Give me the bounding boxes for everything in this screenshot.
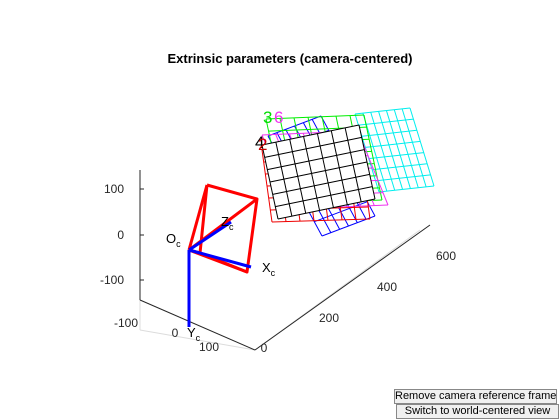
left-tick-label: -100 bbox=[114, 316, 138, 330]
board-grid-line bbox=[385, 110, 411, 189]
calibration-boards bbox=[261, 107, 435, 237]
board-grid-line bbox=[264, 136, 362, 158]
board-grid-line bbox=[277, 198, 376, 220]
right-axis: 0 200 400 600 bbox=[261, 249, 457, 355]
board-grid-line bbox=[370, 112, 396, 191]
board-grid-line bbox=[378, 111, 404, 190]
board-grid-line bbox=[375, 174, 431, 182]
left-tick-label: 100 bbox=[199, 340, 219, 354]
origin-label: Oc bbox=[166, 231, 181, 249]
figure-title: Extrinsic parameters (camera-centered) bbox=[168, 51, 413, 66]
board-grid-line bbox=[272, 173, 370, 195]
right-tick-label: 200 bbox=[319, 311, 339, 325]
remove-camera-frame-button[interactable]: Remove camera reference frame bbox=[394, 389, 557, 404]
vertical-tick-label: 100 bbox=[104, 182, 124, 196]
board-number-labels: 3 6 4 2 bbox=[255, 108, 283, 154]
board-number-label: 2 bbox=[258, 135, 267, 154]
vertical-tick-label: 0 bbox=[117, 228, 124, 242]
switch-world-view-button[interactable]: Switch to world-centered view bbox=[396, 404, 559, 419]
board-grid-line bbox=[275, 186, 373, 208]
board-grid-line bbox=[365, 140, 421, 148]
board-grid-line bbox=[271, 218, 371, 223]
left-axis: -100 0 100 bbox=[114, 316, 219, 354]
board-number-label: 6 bbox=[274, 108, 283, 127]
board-grid-line bbox=[372, 163, 428, 171]
right-tick-label: 0 bbox=[261, 341, 268, 355]
left-axis-line bbox=[139, 299, 256, 351]
board-grid-line bbox=[267, 115, 322, 137]
board-grid-line bbox=[393, 109, 419, 188]
camera-z-axis bbox=[188, 220, 232, 252]
camera-x-axis bbox=[188, 248, 252, 269]
left-tick-label: 0 bbox=[172, 326, 179, 340]
camera-axes bbox=[187, 220, 252, 327]
z-axis-label: Zc bbox=[221, 214, 234, 232]
board-grid-line bbox=[354, 107, 411, 115]
board-grid-line bbox=[265, 114, 365, 120]
board-grid-line bbox=[368, 152, 424, 160]
board-grid-line bbox=[358, 118, 414, 126]
vertical-tick-label: -100 bbox=[100, 273, 124, 287]
frustum-edge bbox=[187, 184, 209, 251]
board-grid-line bbox=[363, 114, 383, 201]
back-grid-line bbox=[139, 329, 256, 351]
board-black bbox=[261, 124, 376, 220]
x-axis-label: Xc bbox=[262, 260, 276, 278]
camera-labels: Oc Xc Yc Zc bbox=[166, 214, 276, 343]
y-axis-label: Yc bbox=[187, 325, 201, 343]
board-grid-line bbox=[261, 124, 360, 146]
right-axis-line bbox=[254, 224, 431, 351]
vertical-axis: 100 0 -100 bbox=[100, 182, 144, 287]
board-grid-line bbox=[401, 108, 427, 188]
right-tick-label: 600 bbox=[436, 249, 456, 263]
board-grid-line bbox=[409, 107, 435, 187]
right-tick-label: 400 bbox=[377, 280, 397, 294]
board-number-label: 4 bbox=[255, 133, 264, 152]
board-grid-line bbox=[267, 149, 365, 171]
board-grid-line bbox=[378, 185, 435, 193]
board-grid-line bbox=[361, 129, 417, 137]
board-number-label: 3 bbox=[263, 108, 272, 127]
board-grid-line bbox=[269, 161, 368, 183]
